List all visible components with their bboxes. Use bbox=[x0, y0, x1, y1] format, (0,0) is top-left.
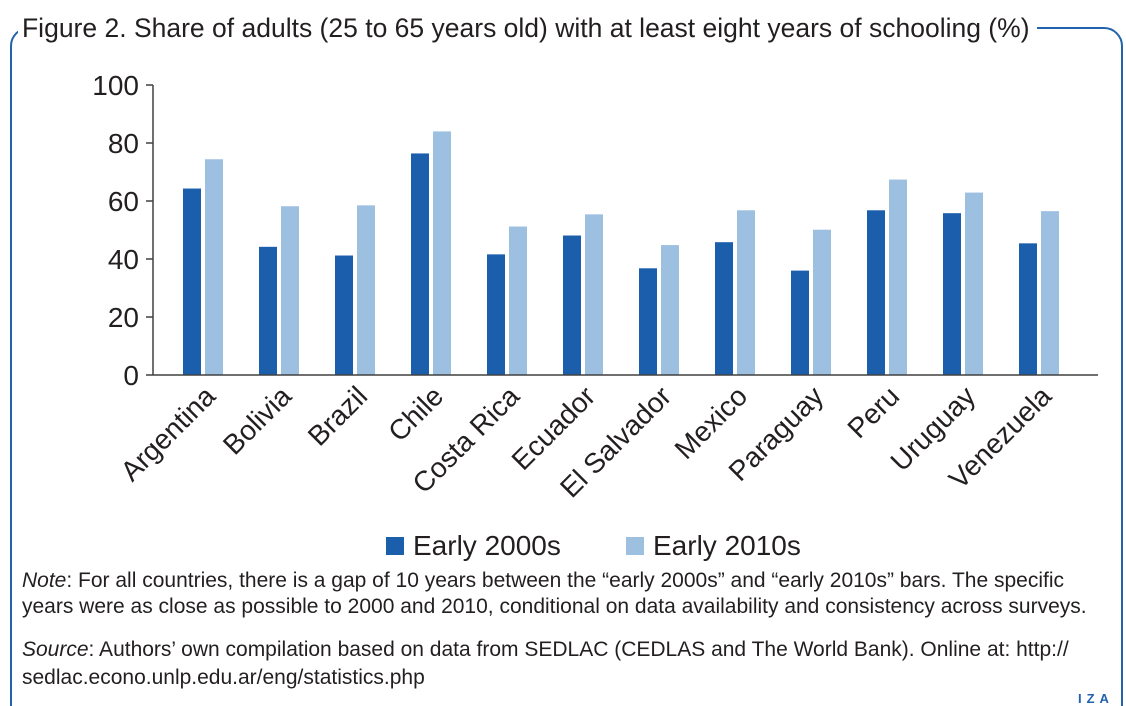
legend-swatch-early-2010s bbox=[626, 537, 644, 555]
source-label: Source bbox=[22, 638, 89, 661]
iza-logo: IZA bbox=[1078, 691, 1114, 706]
x-tick-label-chile: Chile bbox=[382, 380, 449, 447]
x-tick-label-brazil: Brazil bbox=[302, 380, 373, 451]
bar-early-2010s-brazil bbox=[357, 205, 375, 375]
note-text-line-2: years were as close as possible to 2000 … bbox=[22, 595, 1087, 618]
bar-early-2000s-peru bbox=[867, 210, 885, 375]
note-line-1: Note: For all countries, there is a gap … bbox=[22, 568, 1087, 594]
y-tick-label-80: 80 bbox=[108, 128, 139, 159]
legend-item-early-2000s: Early 2000s bbox=[386, 530, 561, 561]
bar-early-2000s-el-salvador bbox=[639, 268, 657, 375]
bar-early-2010s-costa-rica bbox=[509, 226, 527, 375]
bar-early-2010s-peru bbox=[889, 179, 907, 375]
bar-early-2010s-chile bbox=[433, 131, 451, 375]
bar-early-2000s-bolivia bbox=[259, 246, 277, 375]
bar-early-2010s-ecuador bbox=[585, 214, 603, 375]
source-line-2: sedlac.econo.unlp.edu.ar/eng/statistics.… bbox=[22, 664, 1069, 692]
y-tick-label-60: 60 bbox=[108, 186, 139, 217]
y-tick-label-20: 20 bbox=[108, 302, 139, 333]
bar-early-2000s-paraguay bbox=[791, 270, 809, 375]
figure-title: Figure 2. Share of adults (25 to 65 year… bbox=[18, 13, 1037, 43]
bar-early-2000s-uruguay bbox=[943, 213, 961, 375]
bar-early-2000s-argentina bbox=[183, 188, 201, 375]
figure-note: Note: For all countries, there is a gap … bbox=[22, 568, 1087, 620]
note-label: Note bbox=[22, 569, 67, 592]
source-text-line-1: : Authors’ own compilation based on data… bbox=[88, 638, 1069, 661]
legend-swatch-early-2000s bbox=[386, 537, 404, 555]
bar-early-2010s-paraguay bbox=[813, 229, 831, 375]
y-tick-label-100: 100 bbox=[92, 70, 139, 101]
note-text-line-1: : For all countries, there is a gap of 1… bbox=[66, 569, 1064, 592]
bar-early-2010s-mexico bbox=[737, 210, 755, 375]
note-line-2: years were as close as possible to 2000 … bbox=[22, 594, 1087, 620]
legend-label-early-2010s: Early 2010s bbox=[653, 530, 801, 561]
bar-early-2010s-venezuela bbox=[1041, 211, 1059, 375]
figure-source: Source: Authors’ own compilation based o… bbox=[22, 636, 1069, 692]
bar-early-2000s-costa-rica bbox=[487, 254, 505, 375]
bar-early-2000s-mexico bbox=[715, 242, 733, 375]
bar-early-2000s-brazil bbox=[335, 255, 353, 375]
x-tick-label-bolivia: Bolivia bbox=[217, 380, 298, 461]
x-tick-label-argentina: Argentina bbox=[115, 380, 222, 487]
bar-early-2000s-ecuador bbox=[563, 235, 581, 375]
y-tick-label-0: 0 bbox=[123, 360, 139, 391]
bar-early-2000s-venezuela bbox=[1019, 243, 1037, 375]
bar-early-2010s-argentina bbox=[205, 159, 223, 375]
bar-early-2010s-el-salvador bbox=[661, 245, 679, 375]
source-line-1: Source: Authors’ own compilation based o… bbox=[22, 636, 1069, 664]
bar-early-2010s-bolivia bbox=[281, 206, 299, 375]
y-tick-label-40: 40 bbox=[108, 244, 139, 275]
legend-label-early-2000s: Early 2000s bbox=[413, 530, 561, 561]
source-text-line-2: sedlac.econo.unlp.edu.ar/eng/statistics.… bbox=[22, 666, 425, 689]
bar-early-2010s-uruguay bbox=[965, 192, 983, 375]
legend-item-early-2010s: Early 2010s bbox=[626, 530, 801, 561]
x-tick-label-peru: Peru bbox=[841, 380, 905, 444]
bar-early-2000s-chile bbox=[411, 153, 429, 375]
